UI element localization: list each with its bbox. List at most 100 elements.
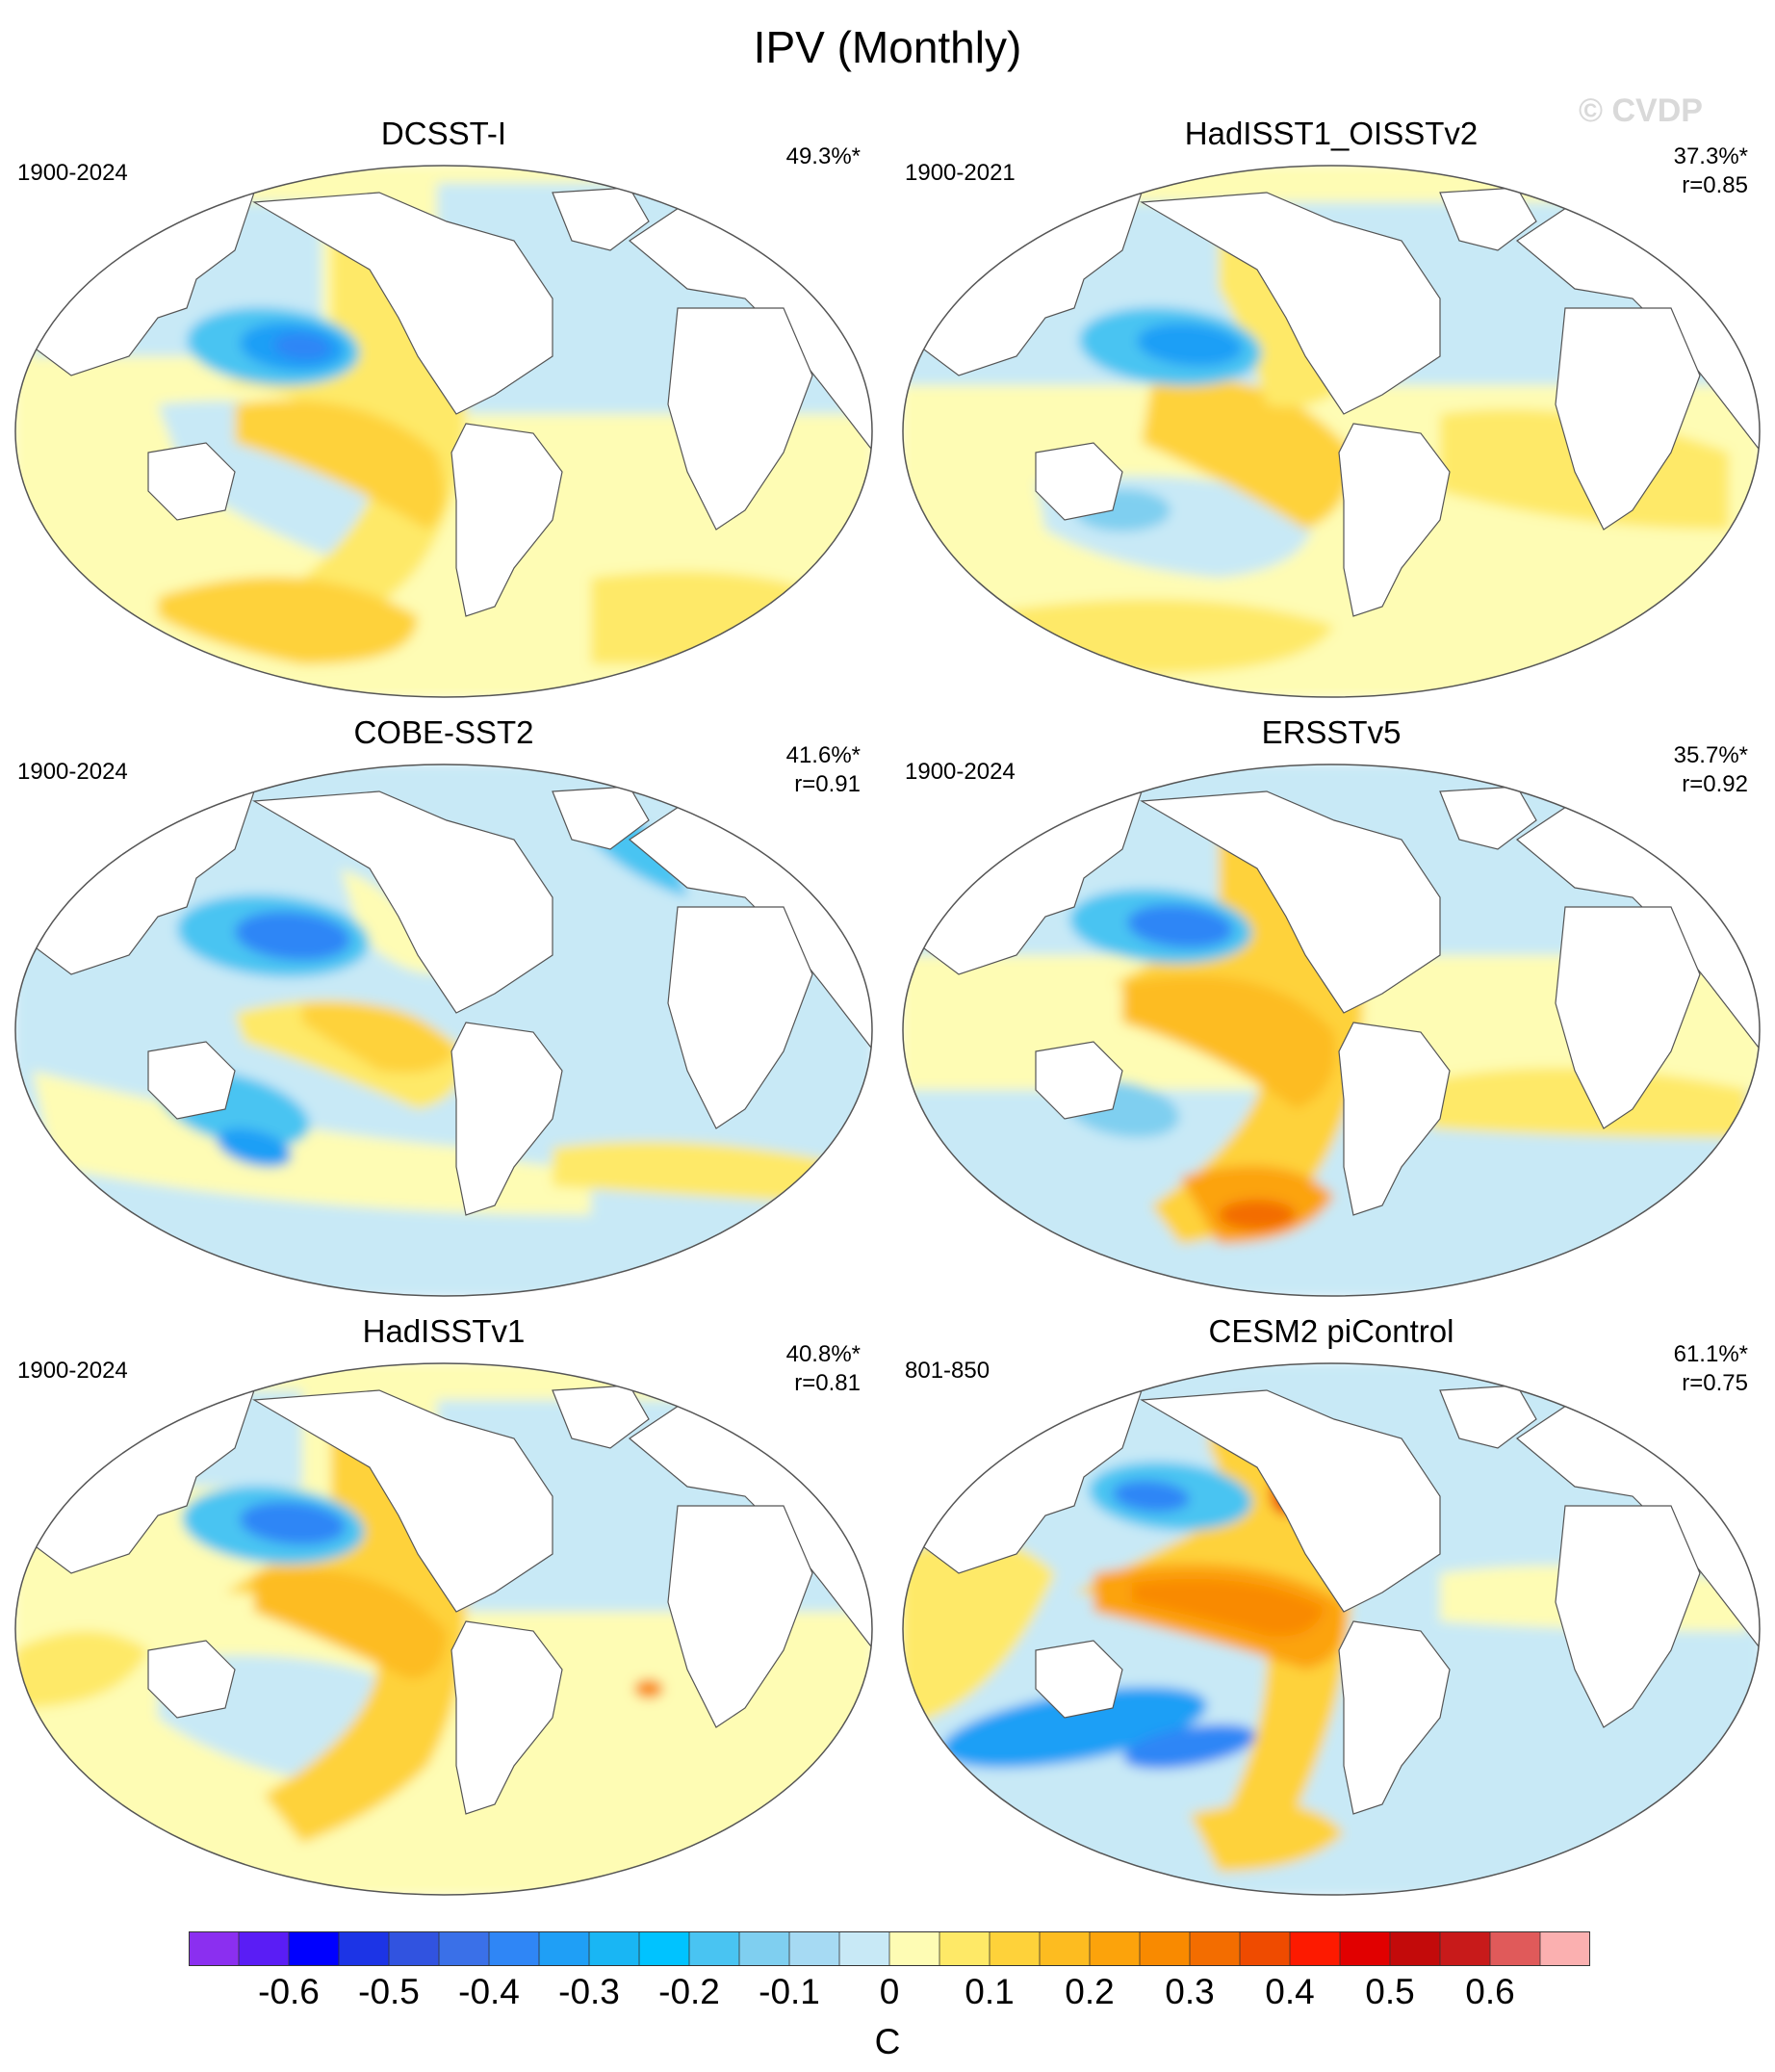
map-border	[902, 1362, 1761, 1896]
sst-anomaly-band	[158, 577, 418, 664]
sst-anomaly-patch	[1122, 1723, 1257, 1770]
sst-anomaly-band	[1122, 975, 1336, 1109]
colorbar-swatch	[438, 1931, 490, 1966]
panel-correlation: r=0.75	[1682, 1370, 1748, 1396]
continent	[450, 1022, 563, 1216]
sst-anomaly-band	[302, 1001, 456, 1074]
world-map	[14, 165, 873, 698]
sst-anomaly-band	[341, 868, 437, 974]
sst-anomaly-patch	[217, 1127, 292, 1168]
continent	[667, 906, 813, 1129]
map-panel: HadISST1_OISSTv2 1900-2021 37.3%* r=0.85	[888, 106, 1775, 703]
continent	[667, 307, 813, 531]
colorbar-swatch	[638, 1931, 690, 1966]
colorbar-tick-label: 0.5	[1365, 1972, 1415, 2011]
sst-anomaly-band	[1190, 1802, 1344, 1872]
sst-anomaly-patch	[1127, 904, 1233, 948]
panel-variance-pct: 37.3%*	[1673, 143, 1748, 169]
colorbar-tick-label: 0.1	[965, 1972, 1015, 2011]
panel-title: CESM2 piControl	[1208, 1313, 1454, 1349]
colorbar-tick-label: 0.3	[1165, 1972, 1215, 2011]
continent	[252, 790, 553, 1014]
sst-anomaly-patch	[240, 1501, 346, 1545]
sst-anomaly-band	[591, 571, 832, 664]
colorbar-swatch	[1039, 1931, 1091, 1966]
sst-anomaly-patch	[634, 1679, 663, 1698]
colorbar-swatch	[939, 1931, 990, 1966]
colorbar-tick-label: -0.2	[658, 1972, 720, 2011]
continent	[1338, 423, 1451, 617]
colorbar-swatch	[989, 1931, 1041, 1966]
colorbar-swatch	[1289, 1931, 1341, 1966]
colorbar-tick-label: -0.5	[358, 1972, 420, 2011]
colorbar-swatch	[189, 1931, 240, 1966]
continent	[667, 1505, 813, 1728]
continent	[450, 1620, 563, 1815]
map-border	[14, 764, 873, 1297]
colorbar-swatch	[338, 1931, 390, 1966]
map-panel: DCSST-I 1900-2024 49.3%*	[0, 106, 888, 703]
panel-years: 1900-2024	[905, 759, 1016, 785]
sst-field	[15, 166, 872, 697]
panel-stats: 35.7%* r=0.92	[1674, 741, 1748, 799]
panel-correlation: r=0.91	[794, 771, 861, 797]
world-map	[902, 764, 1761, 1297]
continent	[252, 1389, 553, 1613]
map-border	[14, 165, 873, 698]
figure-title: IPV (Monthly)	[753, 22, 1022, 72]
colorbar-swatch	[1139, 1931, 1191, 1966]
continent	[1035, 1640, 1123, 1719]
sst-anomaly-band	[553, 1141, 861, 1205]
panel-stats: 37.3%* r=0.85	[1674, 142, 1748, 200]
colorbar-swatch	[588, 1931, 640, 1966]
panel-stats: 40.8%* r=0.81	[786, 1340, 861, 1398]
map-panel: HadISSTv1 1900-2024 40.8%* r=0.81	[0, 1304, 888, 1901]
panel-variance-pct: 61.1%*	[1673, 1341, 1748, 1367]
colorbar-tick-label: 0	[879, 1972, 900, 2011]
continent	[1338, 1620, 1451, 1815]
world-map	[902, 165, 1761, 698]
sst-anomaly-patch	[1219, 1200, 1296, 1230]
colorbar-swatch	[738, 1931, 790, 1966]
colorbar-swatch	[1539, 1931, 1590, 1966]
colorbar-swatch	[1489, 1931, 1541, 1966]
panel-variance-pct: 41.6%*	[785, 742, 861, 768]
colorbar-tick-label: -0.6	[258, 1972, 320, 2011]
panel-years: 1900-2024	[17, 1358, 128, 1384]
continent	[1140, 192, 1441, 415]
panel-years: 1900-2021	[905, 160, 1016, 186]
colorbar-swatch	[788, 1931, 840, 1966]
colorbar-swatch	[1339, 1931, 1391, 1966]
sst-anomaly-patch	[1137, 323, 1243, 367]
continent	[147, 442, 236, 521]
continent	[252, 192, 553, 415]
continent	[1338, 1022, 1451, 1216]
colorbar-swatch	[1389, 1931, 1441, 1966]
colorbar-swatch	[1239, 1931, 1291, 1966]
sst-anomaly-band	[1430, 1068, 1748, 1138]
panel-title: DCSST-I	[380, 116, 507, 151]
sst-anomaly-patch	[940, 1686, 1208, 1769]
sst-anomaly-patch	[273, 332, 331, 361]
continent	[1035, 1041, 1123, 1120]
sst-field	[15, 764, 872, 1296]
sst-anomaly-band	[254, 1569, 447, 1679]
sst-anomaly-band	[1074, 1400, 1354, 1862]
continent	[147, 1640, 236, 1719]
colorbar-swatch	[688, 1931, 740, 1966]
map-border	[902, 764, 1761, 1297]
panel-years: 1900-2024	[17, 759, 128, 785]
colorbar-tick-label: 0.2	[1065, 1972, 1115, 2011]
continent	[1140, 1389, 1441, 1613]
sst-field	[903, 764, 1760, 1296]
continent	[147, 1041, 236, 1120]
colorbar	[189, 1931, 1590, 1966]
colorbar-swatch	[238, 1931, 290, 1966]
world-map	[14, 764, 873, 1297]
colorbar-swatch	[1189, 1931, 1241, 1966]
panel-correlation: r=0.85	[1682, 172, 1748, 198]
panel-variance-pct: 40.8%*	[785, 1341, 861, 1367]
colorbar-swatch	[488, 1931, 540, 1966]
sst-anomaly-band	[235, 400, 445, 530]
world-map	[14, 1362, 873, 1896]
